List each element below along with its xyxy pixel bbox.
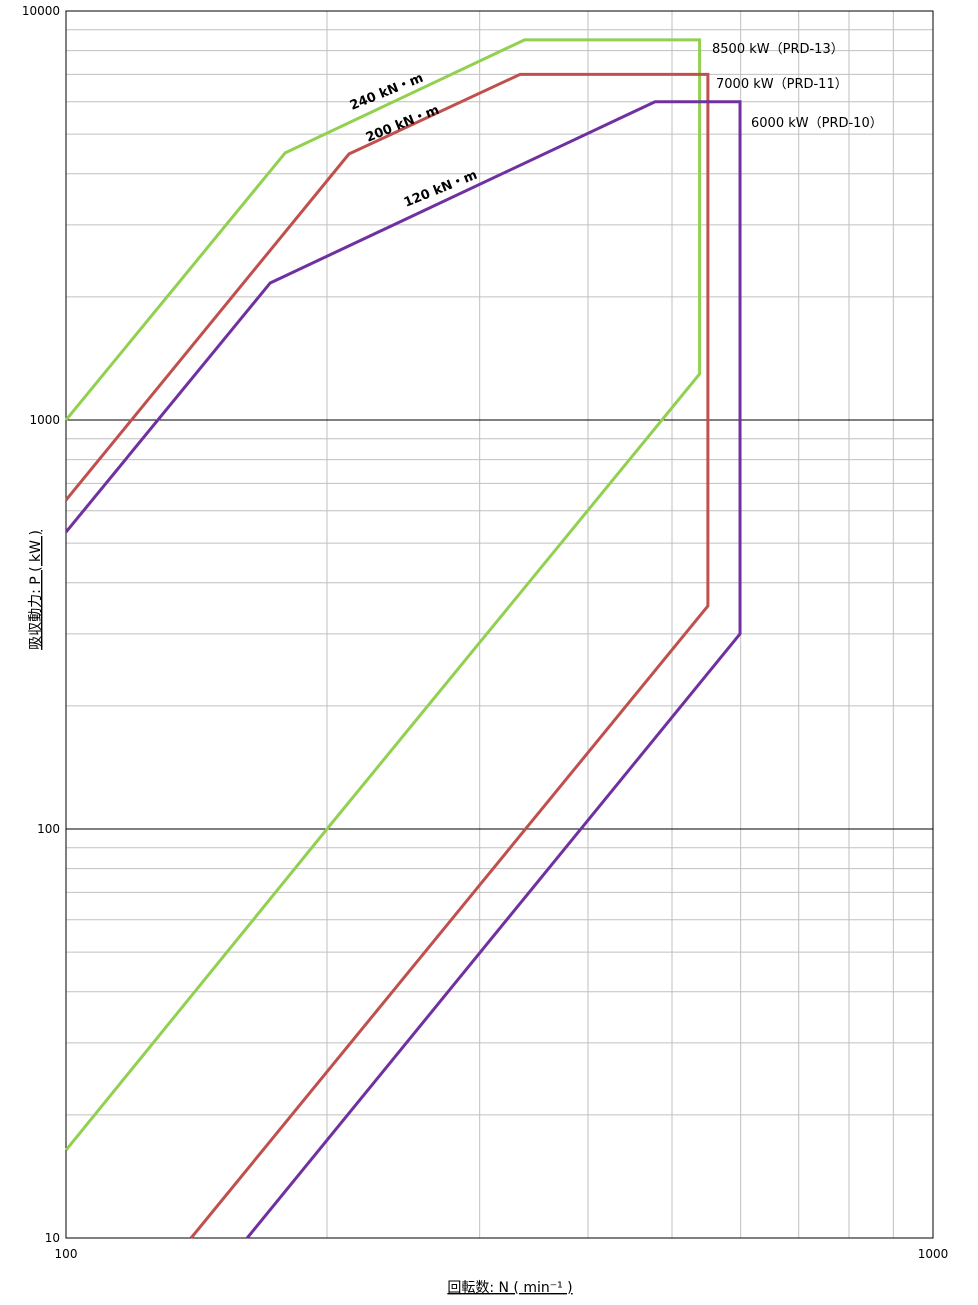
plot-frame: [65, 10, 934, 1239]
x-tick-label: 1000: [918, 1247, 949, 1261]
y-tick-label: 10000: [22, 4, 60, 18]
series-line: [64, 100, 742, 1239]
x-tick-label: 100: [55, 1247, 78, 1261]
series-line: [64, 72, 710, 1239]
series-label: 8500 kW（PRD-13）: [712, 42, 844, 57]
y-axis-title: 吸収動力: P ( kW ): [28, 530, 44, 650]
y-tick-label: 10: [45, 1231, 60, 1245]
x-axis-title: 回転数: N ( min⁻¹ ): [447, 1280, 572, 1296]
series-label: 6000 kW（PRD-10）: [751, 116, 883, 131]
series-label: 7000 kW（PRD-11）: [716, 77, 848, 92]
y-tick-label: 1000: [29, 413, 60, 427]
y-tick-label: 100: [37, 822, 60, 836]
series-line: [64, 38, 702, 1152]
